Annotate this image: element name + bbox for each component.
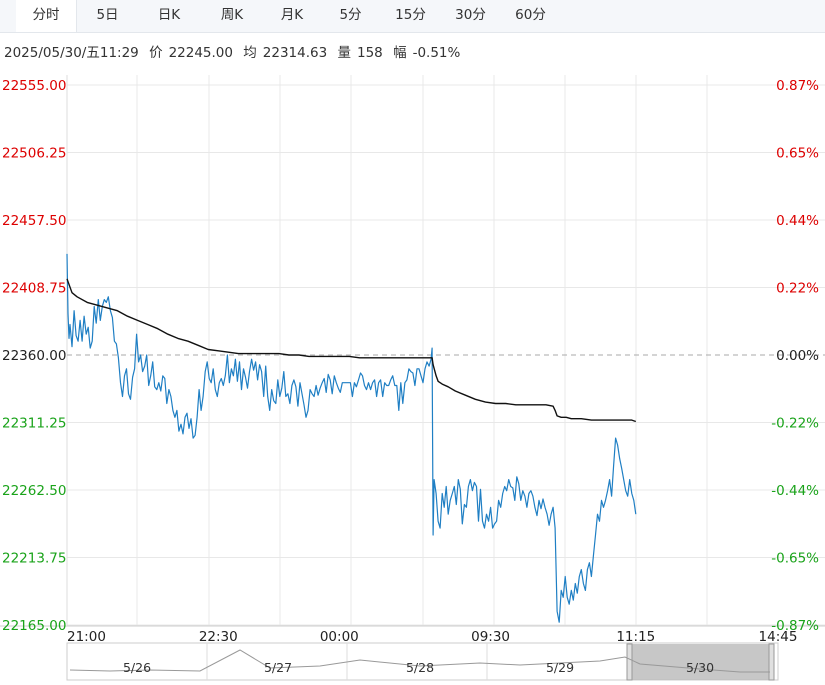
- tab-5[interactable]: 5分: [339, 7, 362, 23]
- y-tick-label-right: 0.22%: [776, 281, 819, 297]
- period-tab-bar: 分时 5日 日K 周K 月K 5分 15分 30分 60分: [0, 0, 825, 33]
- tab-4[interactable]: 月K: [280, 7, 304, 23]
- tab-0[interactable]: 分时: [16, 0, 77, 32]
- x-tick-label: 21:00: [67, 629, 106, 645]
- tab-8[interactable]: 60分: [515, 7, 546, 23]
- y-tick-label-right: 0.44%: [776, 213, 819, 229]
- x-tick-label: 14:45: [759, 629, 798, 645]
- y-tick-label-left: 22262.50: [2, 483, 66, 499]
- tab-7[interactable]: 30分: [455, 7, 486, 23]
- tab-1[interactable]: 5日: [96, 7, 119, 23]
- y-tick-label-right: 0.87%: [776, 78, 819, 94]
- tab-3[interactable]: 周K: [220, 7, 244, 23]
- tab-6[interactable]: 15分: [395, 7, 426, 23]
- y-tick-label-left: 22165.00: [2, 618, 66, 634]
- y-tick-label-right: -0.22%: [771, 416, 819, 432]
- change-value: -0.51%: [412, 45, 461, 61]
- volume-label: 量: [337, 45, 352, 61]
- y-tick-label-right: -0.65%: [771, 551, 819, 567]
- y-tick-label-left: 22457.50: [2, 213, 66, 229]
- navigator-selection[interactable]: [629, 644, 771, 680]
- y-tick-label-left: 22213.75: [2, 551, 66, 567]
- x-tick-label: 22:30: [199, 629, 238, 645]
- y-tick-label-left: 22506.25: [2, 146, 66, 162]
- price-line: [66, 253, 637, 623]
- navigator-date-label: 5/28: [406, 660, 434, 675]
- avg-price-line: [66, 278, 637, 423]
- y-tick-label-right: -0.44%: [771, 483, 819, 499]
- y-tick-label-right: 0.00%: [776, 348, 819, 364]
- y-tick-label-left: 22555.00: [2, 78, 66, 94]
- x-tick-label: 00:00: [320, 629, 359, 645]
- change-label: 幅: [393, 45, 407, 61]
- quote-datetime: 2025/05/30/五11:29: [4, 45, 139, 61]
- avg-value: 22314.63: [262, 45, 328, 61]
- navigator-date-label: 5/30: [686, 660, 714, 675]
- x-tick-label: 11:15: [616, 629, 655, 645]
- y-tick-label-left: 22360.00: [2, 348, 66, 364]
- tab-2[interactable]: 日K: [157, 7, 181, 23]
- navigator-trend: [69, 649, 770, 673]
- y-tick-label-right: -0.87%: [771, 618, 819, 634]
- navigator-handle-right[interactable]: [768, 643, 775, 681]
- navigator-date-label: 5/29: [546, 660, 574, 675]
- navigator-date-label: 5/27: [264, 660, 292, 675]
- y-tick-label-left: 22311.25: [2, 416, 66, 432]
- volume-value: 158: [357, 45, 383, 61]
- navigator-date-label: 5/26: [123, 660, 151, 675]
- y-tick-label-left: 22408.75: [2, 281, 66, 297]
- navigator-handle-left[interactable]: [626, 643, 633, 681]
- y-tick-label-right: 0.65%: [776, 146, 819, 162]
- price-label: 价: [149, 45, 163, 61]
- price-value: 22245.00: [168, 45, 233, 61]
- avg-label: 均: [243, 45, 257, 61]
- x-tick-label: 09:30: [471, 629, 510, 645]
